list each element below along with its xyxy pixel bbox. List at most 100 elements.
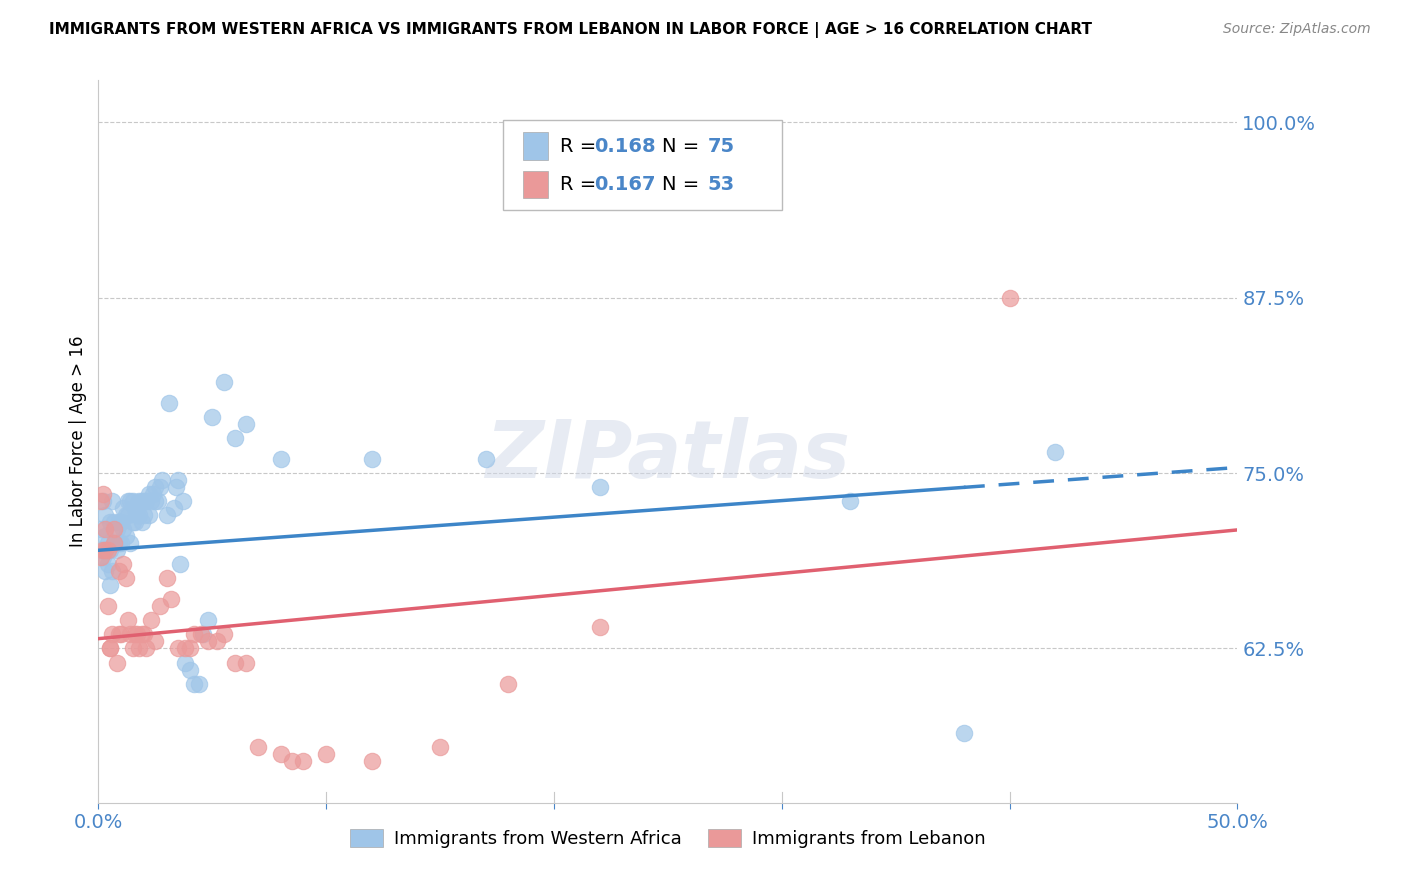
Point — [149, 480, 172, 494]
Point — [179, 641, 201, 656]
Point — [998, 291, 1021, 305]
Point — [172, 494, 194, 508]
Point — [270, 452, 292, 467]
Point — [91, 487, 114, 501]
Point — [90, 543, 112, 558]
Point — [96, 536, 118, 550]
Point — [201, 409, 224, 424]
Point — [101, 627, 124, 641]
Point — [145, 480, 167, 494]
Point — [132, 494, 155, 508]
Point — [110, 515, 132, 529]
Point — [128, 508, 150, 523]
Point — [124, 515, 146, 529]
Point — [96, 599, 118, 614]
Point — [94, 543, 117, 558]
Point — [270, 747, 292, 761]
Point — [90, 494, 112, 508]
Point — [588, 480, 610, 494]
Point — [156, 508, 179, 523]
Point — [246, 739, 269, 754]
Point — [114, 508, 136, 523]
Text: 75: 75 — [707, 136, 735, 155]
Text: N =: N = — [662, 175, 706, 194]
Point — [91, 543, 114, 558]
Point — [1043, 445, 1066, 459]
Y-axis label: In Labor Force | Age > 16: In Labor Force | Age > 16 — [69, 335, 87, 548]
Point — [138, 508, 160, 523]
Point — [127, 508, 149, 523]
Text: N =: N = — [662, 136, 706, 155]
Point — [235, 417, 257, 431]
Text: IMMIGRANTS FROM WESTERN AFRICA VS IMMIGRANTS FROM LEBANON IN LABOR FORCE | AGE >: IMMIGRANTS FROM WESTERN AFRICA VS IMMIGR… — [49, 22, 1092, 38]
Point — [94, 564, 117, 578]
Point — [498, 676, 520, 690]
Point — [197, 634, 219, 648]
Point — [98, 641, 121, 656]
FancyBboxPatch shape — [503, 120, 782, 211]
Point — [127, 627, 149, 641]
Point — [96, 543, 118, 558]
Point — [360, 754, 382, 768]
Point — [120, 536, 142, 550]
Point — [121, 515, 143, 529]
Point — [167, 473, 190, 487]
Point — [108, 515, 131, 529]
Point — [474, 452, 496, 467]
Point — [121, 494, 143, 508]
FancyBboxPatch shape — [523, 170, 548, 198]
Point — [117, 494, 139, 508]
Point — [101, 494, 124, 508]
Point — [105, 543, 128, 558]
Point — [90, 522, 112, 536]
Point — [98, 543, 121, 558]
Point — [205, 634, 228, 648]
Point — [135, 494, 157, 508]
Point — [165, 480, 187, 494]
Point — [212, 375, 235, 389]
Point — [128, 494, 150, 508]
Point — [138, 487, 160, 501]
Point — [96, 558, 118, 572]
Point — [124, 501, 146, 516]
Point — [105, 656, 128, 670]
Point — [429, 739, 451, 754]
Point — [121, 641, 143, 656]
Point — [103, 536, 125, 550]
Point — [94, 508, 117, 523]
Point — [108, 564, 131, 578]
Point — [235, 656, 257, 670]
Point — [105, 522, 128, 536]
Point — [110, 627, 132, 641]
Point — [131, 494, 153, 508]
Point — [149, 599, 172, 614]
Point — [150, 473, 173, 487]
Point — [139, 614, 162, 628]
Point — [146, 494, 169, 508]
Point — [174, 656, 197, 670]
Point — [187, 676, 209, 690]
Point — [117, 508, 139, 523]
Point — [103, 515, 125, 529]
Point — [108, 536, 131, 550]
Point — [953, 725, 976, 739]
Point — [197, 614, 219, 628]
Point — [179, 663, 201, 677]
Point — [315, 747, 337, 761]
Point — [190, 627, 212, 641]
Point — [281, 754, 304, 768]
Point — [145, 494, 167, 508]
Point — [131, 627, 153, 641]
Point — [135, 641, 157, 656]
Point — [588, 620, 610, 634]
Point — [292, 754, 315, 768]
Point — [145, 634, 167, 648]
Point — [183, 627, 205, 641]
Point — [90, 550, 112, 565]
Point — [94, 522, 117, 536]
Point — [114, 571, 136, 585]
Point — [162, 501, 184, 516]
Text: 0.167: 0.167 — [593, 175, 655, 194]
Point — [224, 656, 246, 670]
Point — [193, 627, 215, 641]
